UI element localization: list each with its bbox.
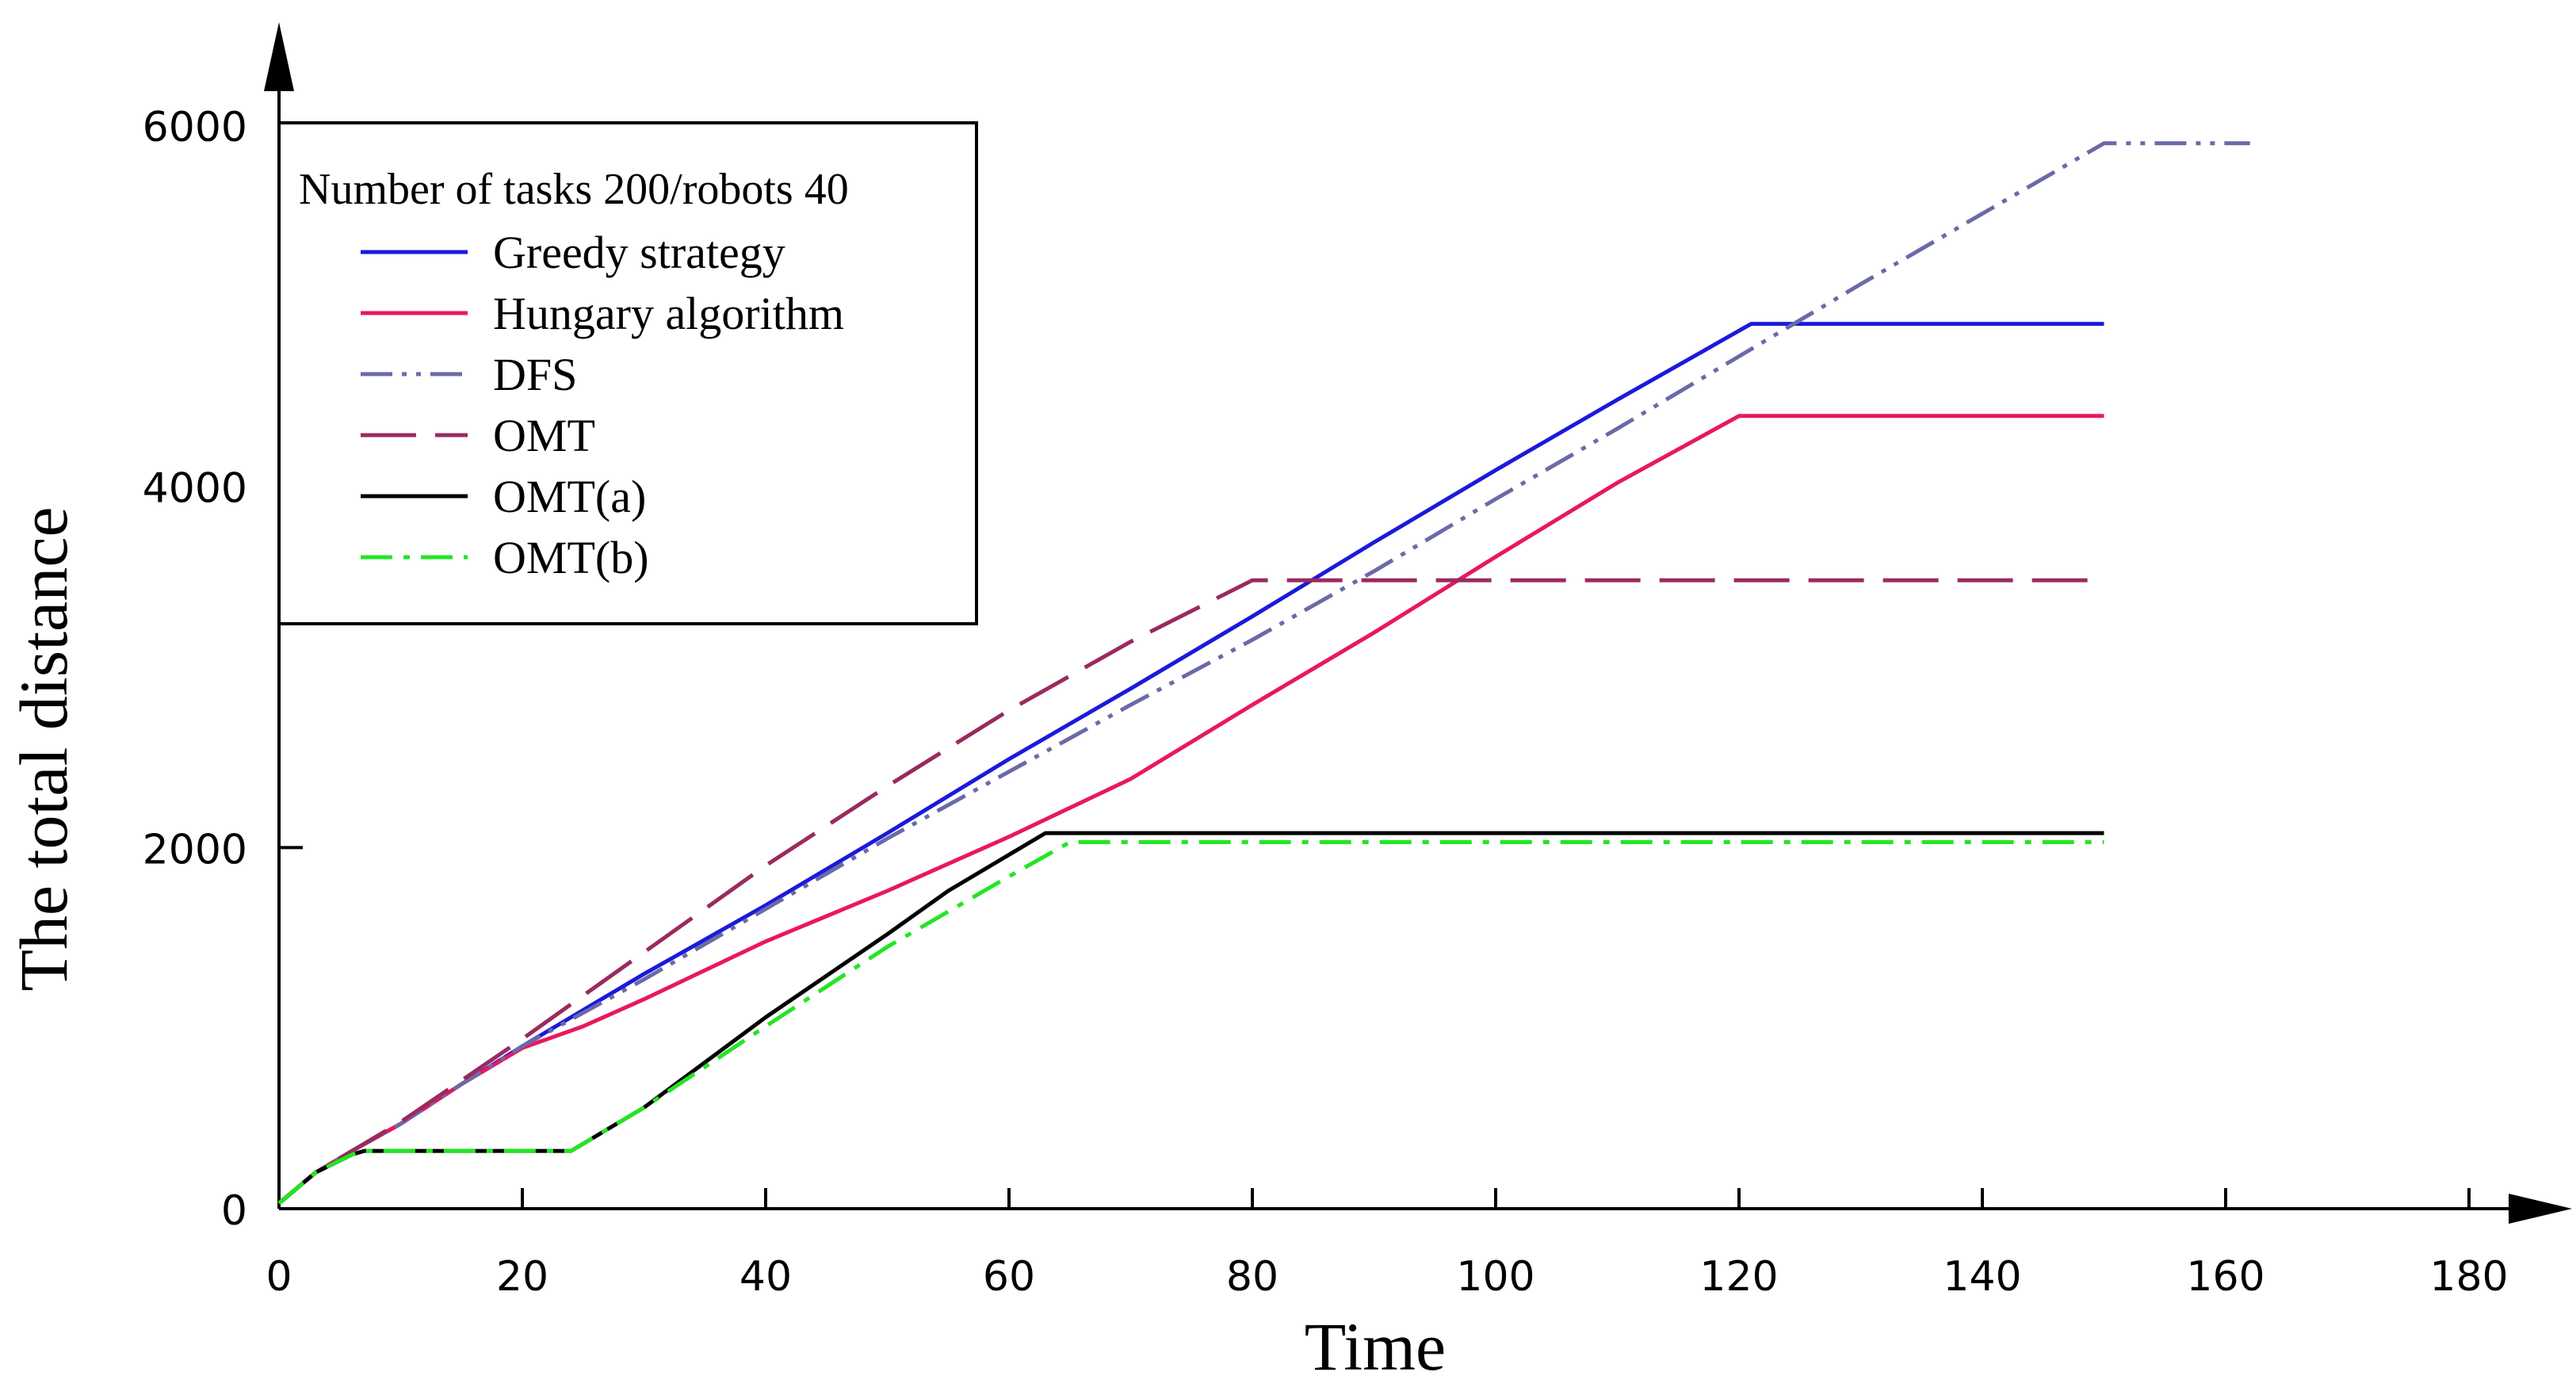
x-tick-label-0: 0	[266, 1253, 292, 1301]
x-tick-label-160: 160	[2186, 1253, 2265, 1301]
y-tick-label-0: 0	[221, 1187, 247, 1235]
x-tick-label-180: 180	[2429, 1253, 2508, 1301]
legend-items: Greedy strategy Hungary algorithm DFS OMT OM…	[361, 227, 844, 583]
y-axis-title: The total distance	[6, 506, 82, 991]
x-tick-label-40: 40	[740, 1253, 792, 1301]
y-tick-label-6000: 6000	[143, 104, 247, 151]
legend: Number of tasks 200/robots 40 Greedy str…	[277, 121, 978, 625]
series-layer	[277, 141, 2250, 1206]
x-tick-label-80: 80	[1226, 1253, 1278, 1301]
legend-label-omt-a: OMT(a)	[493, 471, 646, 522]
legend-label-hungary-algorithm: Hungary algorithm	[493, 288, 844, 339]
x-tick-label-120: 120	[1699, 1253, 1778, 1301]
x-axis-title: Time	[1305, 1309, 1446, 1385]
legend-box	[277, 121, 978, 625]
x-tick-label-60: 60	[983, 1253, 1035, 1301]
legend-label-omt: OMT	[493, 410, 595, 461]
legend-label-greedy-strategy: Greedy strategy	[493, 227, 785, 278]
legend-title: Number of tasks 200/robots 40	[299, 165, 849, 214]
series-line-omt	[277, 578, 2104, 1206]
legend-label-omt-b: OMT(b)	[493, 532, 649, 583]
legend-label-dfs: DFS	[493, 349, 577, 400]
axes: 0 20 40 60 80 100 120 140 160 180 0 2000 4000 6000	[143, 22, 2572, 1301]
x-tick-label-100: 100	[1456, 1253, 1535, 1301]
series-line-hungary-algorithm	[277, 414, 2104, 1206]
y-tick-label-2000: 2000	[143, 826, 247, 873]
series-line-omt-b	[277, 840, 2104, 1206]
x-tick-label-20: 20	[496, 1253, 548, 1301]
x-axis-arrow	[2509, 1194, 2572, 1224]
x-tick-label-140: 140	[1943, 1253, 2021, 1301]
y-tick-label-4000: 4000	[143, 465, 247, 513]
y-axis-arrow	[264, 22, 294, 91]
